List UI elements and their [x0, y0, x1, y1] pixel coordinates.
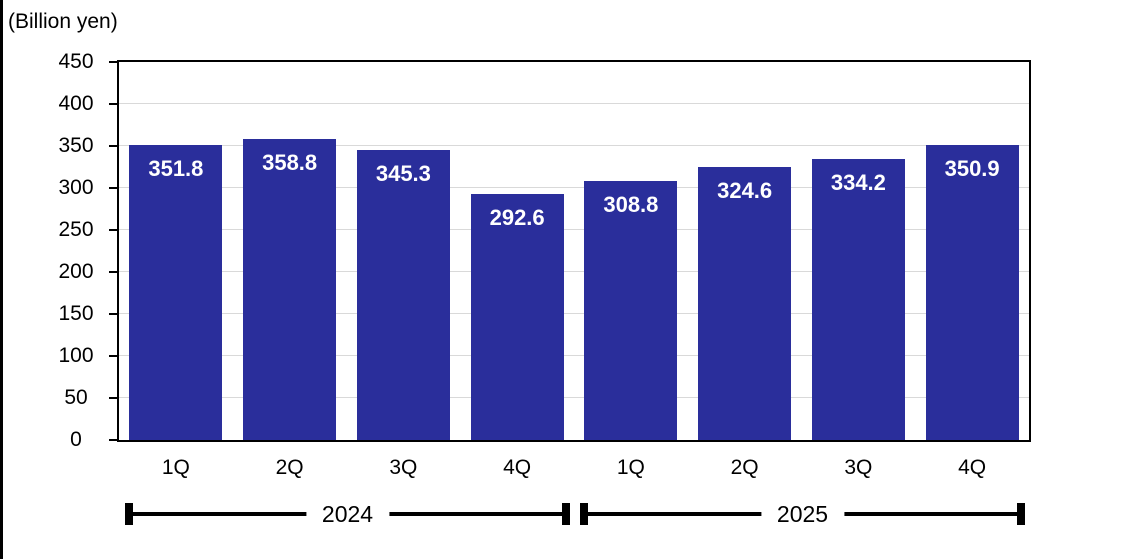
bar: 292.6 — [470, 194, 564, 440]
bar: 358.8 — [243, 138, 337, 440]
y-axis-tick-mark — [109, 313, 117, 315]
bar: 345.3 — [356, 149, 450, 440]
bar-value-label: 358.8 — [262, 149, 318, 175]
x-axis-label: 3Q — [389, 456, 418, 479]
year-bracket-cap — [125, 503, 133, 525]
y-axis-tick-mark — [109, 397, 117, 399]
y-axis-tick-label: 250 — [58, 218, 94, 241]
year-bracket-cap — [580, 503, 588, 525]
plot-area: 351.8 358.8 345.3 292.6 308.8 324.6 334.2 350.9 — [117, 60, 1031, 442]
x-axis-label: 3Q — [844, 456, 873, 479]
bar: 350.9 — [925, 145, 1019, 440]
x-axis-label: 2Q — [730, 456, 759, 479]
y-axis-tick-mark — [109, 439, 117, 441]
y-axis-tick-mark — [109, 271, 117, 273]
bar-value-label: 345.3 — [375, 160, 431, 186]
axis-unit-label: (Billion yen) — [8, 10, 118, 33]
year-bracket-cap — [1017, 503, 1025, 525]
gridline — [119, 355, 1029, 356]
year-bracket-cap — [562, 503, 570, 525]
y-axis-tick-mark — [109, 103, 117, 105]
gridline — [119, 313, 1029, 314]
bar-value-label: 351.8 — [148, 155, 204, 181]
y-axis-tick-label: 400 — [58, 92, 94, 115]
y-axis-tick-mark — [109, 145, 117, 147]
year-label: 2024 — [305, 503, 390, 526]
bar: 351.8 — [129, 144, 223, 440]
x-axis-label: 1Q — [616, 456, 645, 479]
bar-value-label: 292.6 — [489, 205, 545, 231]
gridline — [119, 397, 1029, 398]
y-axis-tick-label: 300 — [58, 176, 94, 199]
y-axis-tick-label: 350 — [58, 134, 94, 157]
page-left-rule — [0, 0, 3, 559]
y-axis-tick-label: 0 — [70, 428, 82, 451]
y-axis-tick-label: 100 — [58, 344, 94, 367]
x-axis-label: 2Q — [275, 456, 304, 479]
bar: 308.8 — [584, 180, 678, 440]
year-bracket: 2025 — [580, 503, 1025, 526]
y-axis-tick-label: 450 — [58, 50, 94, 73]
year-bracket: 2024 — [125, 503, 570, 526]
gridline — [119, 103, 1029, 104]
bar: 324.6 — [698, 167, 792, 440]
y-axis-tick-mark — [109, 61, 117, 63]
x-axis-label: 4Q — [958, 456, 987, 479]
bar-value-label: 308.8 — [603, 191, 659, 217]
y-axis-tick-label: 50 — [64, 386, 88, 409]
y-axis-tick-label: 150 — [58, 302, 94, 325]
y-axis-tick-mark — [109, 229, 117, 231]
x-axis-label: 1Q — [161, 456, 190, 479]
bar-value-label: 350.9 — [944, 156, 1000, 182]
gridline — [119, 229, 1029, 230]
y-axis-tick-label: 200 — [58, 260, 94, 283]
gridline — [119, 271, 1029, 272]
gridline — [119, 145, 1029, 146]
y-axis-tick-mark — [109, 355, 117, 357]
gridline — [119, 187, 1029, 188]
year-label: 2025 — [760, 503, 845, 526]
x-axis-label: 4Q — [503, 456, 532, 479]
y-axis-tick-mark — [109, 187, 117, 189]
bar-value-label: 334.2 — [830, 170, 886, 196]
bar-value-label: 324.6 — [717, 178, 773, 204]
bar: 334.2 — [811, 159, 905, 440]
